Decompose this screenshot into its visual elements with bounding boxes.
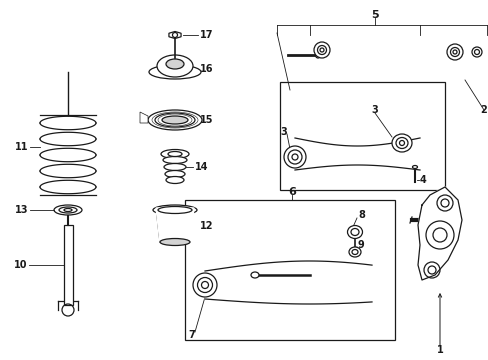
Ellipse shape (168, 152, 182, 157)
Polygon shape (156, 208, 194, 242)
Circle shape (172, 32, 177, 37)
Ellipse shape (391, 134, 411, 152)
Text: 5: 5 (370, 10, 378, 20)
Text: 6: 6 (287, 187, 295, 197)
Polygon shape (168, 31, 181, 39)
Ellipse shape (197, 278, 212, 292)
Ellipse shape (193, 273, 217, 297)
Ellipse shape (155, 113, 195, 127)
Polygon shape (294, 138, 419, 170)
Text: 10: 10 (14, 260, 27, 270)
Ellipse shape (284, 146, 305, 168)
Ellipse shape (201, 282, 208, 288)
Ellipse shape (412, 166, 417, 168)
Ellipse shape (473, 49, 479, 54)
Ellipse shape (319, 48, 324, 52)
Ellipse shape (148, 110, 202, 130)
Ellipse shape (162, 116, 187, 124)
Ellipse shape (149, 65, 201, 79)
Ellipse shape (164, 171, 184, 177)
Text: 4: 4 (419, 175, 426, 185)
Text: 11: 11 (15, 142, 28, 152)
Ellipse shape (163, 157, 186, 163)
Text: 8: 8 (357, 210, 364, 220)
Ellipse shape (446, 44, 462, 60)
Ellipse shape (157, 55, 193, 77)
Bar (280, 82, 444, 190)
Polygon shape (204, 261, 371, 304)
Ellipse shape (348, 247, 360, 257)
Text: 16: 16 (200, 64, 213, 74)
Ellipse shape (395, 138, 407, 148)
Text: 3: 3 (280, 127, 287, 137)
Ellipse shape (158, 207, 192, 213)
Ellipse shape (347, 225, 362, 238)
Text: 12: 12 (200, 221, 213, 231)
Ellipse shape (399, 140, 404, 145)
Text: 15: 15 (200, 115, 213, 125)
Ellipse shape (351, 249, 357, 255)
Ellipse shape (449, 48, 459, 57)
Text: 3: 3 (371, 105, 378, 115)
Bar (184, 200, 394, 340)
Ellipse shape (471, 47, 481, 57)
Ellipse shape (250, 272, 259, 278)
Bar (63, 225, 72, 305)
Text: 1: 1 (436, 345, 443, 355)
Ellipse shape (165, 176, 183, 184)
Ellipse shape (287, 150, 302, 164)
Text: 17: 17 (200, 30, 213, 40)
Polygon shape (417, 187, 461, 280)
Text: 13: 13 (15, 205, 28, 215)
Ellipse shape (161, 149, 189, 158)
Polygon shape (140, 112, 148, 123)
Ellipse shape (163, 163, 185, 171)
Ellipse shape (153, 205, 197, 215)
Ellipse shape (313, 42, 329, 58)
Text: 7: 7 (188, 330, 195, 340)
Ellipse shape (160, 238, 190, 246)
Text: 9: 9 (357, 240, 364, 250)
Ellipse shape (317, 45, 326, 54)
Ellipse shape (165, 59, 183, 69)
Text: 14: 14 (195, 162, 208, 172)
Ellipse shape (452, 50, 456, 54)
Ellipse shape (315, 52, 320, 58)
Ellipse shape (350, 229, 358, 235)
Ellipse shape (291, 154, 297, 160)
Text: 2: 2 (479, 105, 486, 115)
